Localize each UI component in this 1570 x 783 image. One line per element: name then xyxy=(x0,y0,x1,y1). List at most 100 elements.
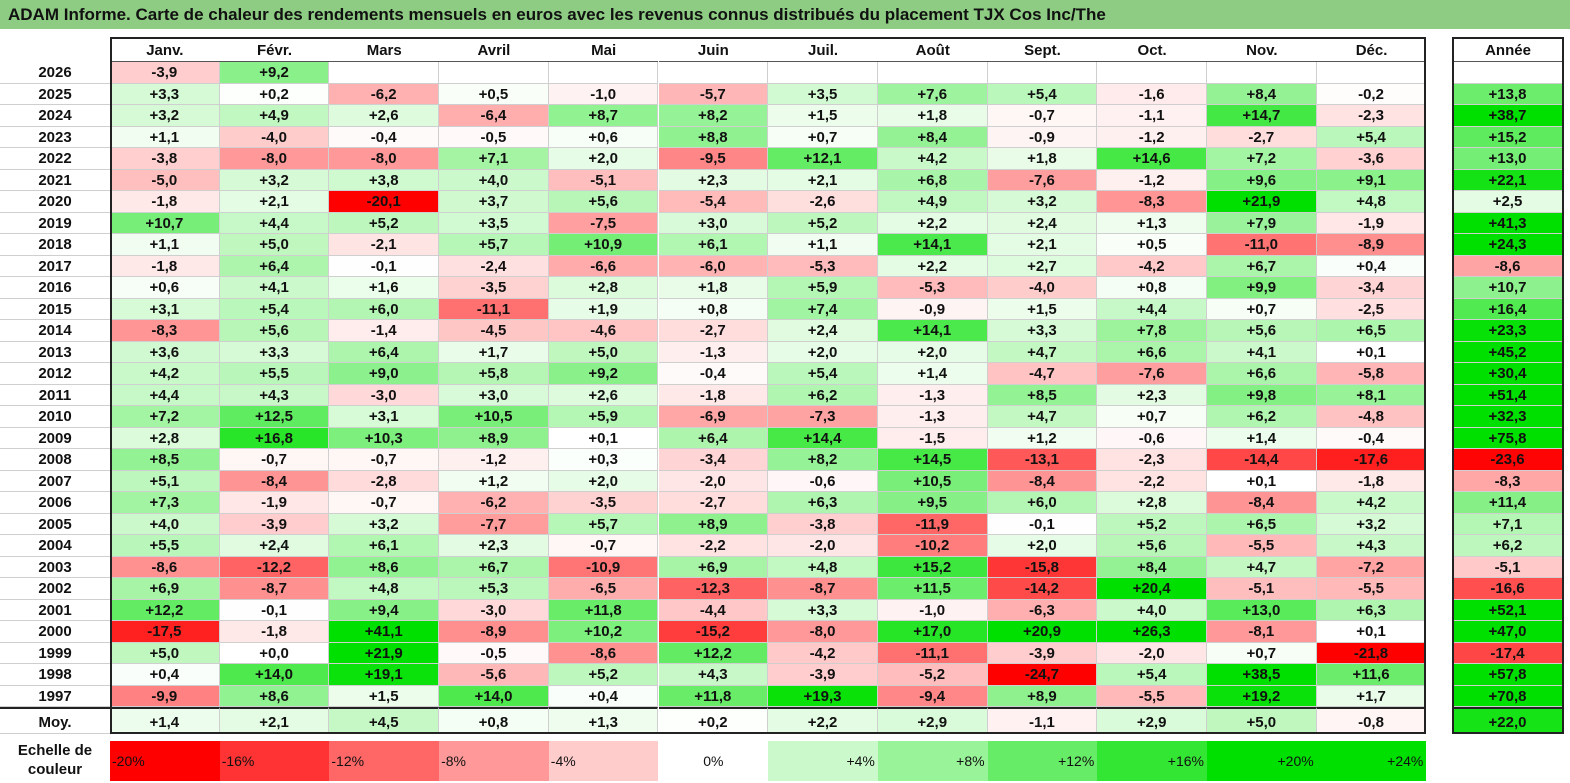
annual-cell: -17,4 xyxy=(1452,642,1564,664)
heatmap-cell: +2,3 xyxy=(439,535,549,557)
heatmap-cell: -6,6 xyxy=(548,255,659,277)
heatmap-cell: -0,9 xyxy=(987,126,1098,148)
heatmap-cell: -6,9 xyxy=(658,406,769,428)
heatmap-cell: +1,5 xyxy=(768,105,878,127)
heatmap-cell: +2,6 xyxy=(329,105,440,127)
heatmap-cell: -1,1 xyxy=(1097,105,1207,127)
heatmap-cell: +0,5 xyxy=(439,83,549,105)
heatmap-cell: -20,1 xyxy=(329,191,440,213)
heatmap-cell: +1,4 xyxy=(1207,427,1317,449)
heatmap-cell: +4,0 xyxy=(110,513,220,535)
heatmap-cell: -8,7 xyxy=(768,578,878,600)
heatmap-cell: +10,2 xyxy=(548,621,659,643)
heatmap-cell: +2,3 xyxy=(1097,384,1207,406)
heatmap-cell: +2,2 xyxy=(877,255,988,277)
heatmap-cell: +4,8 xyxy=(329,578,440,600)
heatmap-cell: -3,0 xyxy=(439,599,549,621)
heatmap-cell: +4,2 xyxy=(110,363,220,385)
heatmap-cell: -17,5 xyxy=(110,621,220,643)
heatmap-cell: -2,7 xyxy=(658,492,769,514)
annual-cell: +57,8 xyxy=(1452,664,1564,686)
heatmap-cell: -1,9 xyxy=(1316,212,1427,234)
heatmap-cell: +19,3 xyxy=(768,685,878,707)
heatmap-cell: +5,6 xyxy=(1207,320,1317,342)
heatmap-cell: +1,1 xyxy=(110,234,220,256)
annual-header: Année xyxy=(1452,37,1564,62)
heatmap-cell: -3,6 xyxy=(1316,148,1427,170)
heatmap-cell xyxy=(329,62,440,84)
heatmap-cell: -0,7 xyxy=(548,535,659,557)
heatmap-cell: -1,8 xyxy=(110,255,220,277)
heatmap-cell: +4,9 xyxy=(219,105,330,127)
heatmap-cell: +7,4 xyxy=(768,298,878,320)
year-label: 2017 xyxy=(0,255,110,277)
heatmap-cell: -8,4 xyxy=(1207,492,1317,514)
annual-cell: +32,3 xyxy=(1452,406,1564,428)
heatmap-cell: +8,8 xyxy=(658,126,769,148)
average-cell: -0,8 xyxy=(1316,707,1427,734)
heatmap-cell: +5,4 xyxy=(219,298,330,320)
year-label: 2018 xyxy=(0,234,110,256)
heatmap-cell: +4,4 xyxy=(110,384,220,406)
heatmap-cell: -9,9 xyxy=(110,685,220,707)
average-label: Moy. xyxy=(0,707,110,734)
heatmap-cell: -2,8 xyxy=(329,470,440,492)
annual-cell: +41,3 xyxy=(1452,212,1564,234)
heatmap-cell: -2,0 xyxy=(658,470,769,492)
heatmap-cell: +5,5 xyxy=(219,363,330,385)
heatmap-cell: -3,9 xyxy=(110,62,220,84)
heatmap-cell: +5,8 xyxy=(439,363,549,385)
heatmap-cell: +0,3 xyxy=(548,449,659,471)
heatmap-cell xyxy=(877,62,988,84)
color-scale-step: -8% xyxy=(439,741,549,781)
heatmap-cell: +6,0 xyxy=(987,492,1098,514)
heatmap-cell: +9,1 xyxy=(1316,169,1427,191)
heatmap-cell: -8,0 xyxy=(768,621,878,643)
heatmap-cell: -0,4 xyxy=(329,126,440,148)
heatmap-cell: +5,7 xyxy=(439,234,549,256)
year-label: 2006 xyxy=(0,492,110,514)
heatmap-cell: +11,5 xyxy=(877,578,988,600)
heatmap-cell: -3,5 xyxy=(548,492,659,514)
heatmap-cell: +6,7 xyxy=(439,556,549,578)
heatmap-cell: +6,6 xyxy=(1097,341,1207,363)
annual-cell: +10,7 xyxy=(1452,277,1564,299)
heatmap-cell: +6,1 xyxy=(658,234,769,256)
heatmap-cell: -14,2 xyxy=(987,578,1098,600)
year-label: 2015 xyxy=(0,298,110,320)
heatmap-cell: -3,5 xyxy=(439,277,549,299)
heatmap-cell xyxy=(439,62,549,84)
heatmap-cell: +1,8 xyxy=(987,148,1098,170)
heatmap-cell: -2,3 xyxy=(1097,449,1207,471)
heatmap-cell: -4,7 xyxy=(987,363,1098,385)
heatmap-cell: +9,5 xyxy=(877,492,988,514)
heatmap-cell: -8,0 xyxy=(329,148,440,170)
heatmap-cell: -11,1 xyxy=(877,642,988,664)
heatmap-cell: +2,4 xyxy=(219,535,330,557)
month-header: Déc. xyxy=(1316,37,1427,62)
heatmap-cell: +4,3 xyxy=(1316,535,1427,557)
heatmap-cell: +14,0 xyxy=(219,664,330,686)
year-label: 2009 xyxy=(0,427,110,449)
heatmap-cell: +2,0 xyxy=(768,341,878,363)
heatmap-cell: +2,1 xyxy=(219,191,330,213)
heatmap-cell: +3,3 xyxy=(768,599,878,621)
average-cell: +2,9 xyxy=(1097,707,1207,734)
heatmap-cell: -0,1 xyxy=(219,599,330,621)
heatmap-cell: -0,9 xyxy=(877,298,988,320)
heatmap-cell: +6,9 xyxy=(658,556,769,578)
heatmap-cell: +0,6 xyxy=(110,277,220,299)
heatmap-cell: +12,1 xyxy=(768,148,878,170)
year-label: 2001 xyxy=(0,599,110,621)
heatmap-cell: +3,5 xyxy=(439,212,549,234)
heatmap-cell: +6,4 xyxy=(329,341,440,363)
heatmap-cell: -5,2 xyxy=(877,664,988,686)
heatmap-cell: -8,9 xyxy=(1316,234,1427,256)
annual-cell: -23,6 xyxy=(1452,449,1564,471)
heatmap-cell: -6,4 xyxy=(439,105,549,127)
heatmap-cell: +8,4 xyxy=(1207,83,1317,105)
heatmap-cell: +9,9 xyxy=(1207,277,1317,299)
month-header: Avril xyxy=(439,37,549,62)
heatmap-cell: +7,3 xyxy=(110,492,220,514)
heatmap-cell: +4,2 xyxy=(1316,492,1427,514)
